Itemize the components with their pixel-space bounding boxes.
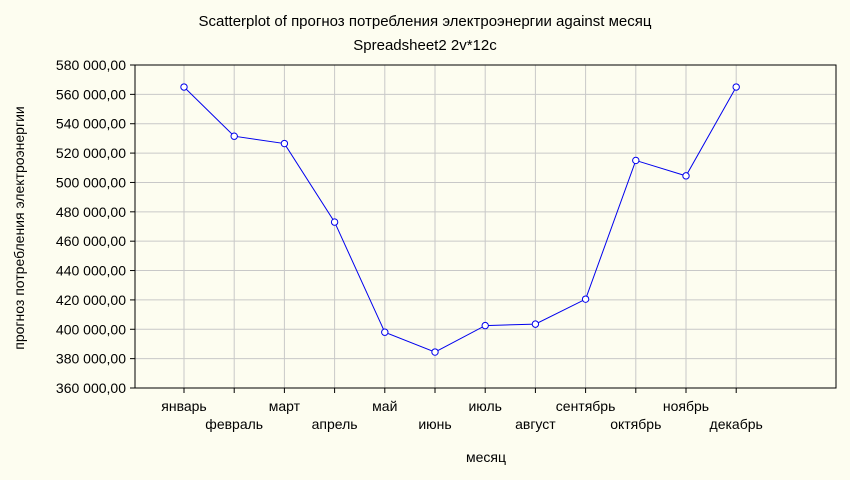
x-tick-label: август <box>515 416 556 432</box>
x-tick-label: декабрь <box>710 416 763 432</box>
data-point <box>431 348 439 356</box>
x-tick-label: январь <box>161 398 206 414</box>
x-tick-label: июль <box>468 398 501 414</box>
chart-subtitle: Spreadsheet2 2v*12c <box>353 37 497 54</box>
x-tick-label: февраль <box>205 416 263 432</box>
y-tick-label: 580 000,00 <box>56 57 126 73</box>
y-tick-label: 560 000,00 <box>56 86 126 102</box>
data-point <box>381 328 389 336</box>
data-point <box>230 132 238 140</box>
series-line <box>183 86 737 353</box>
x-axis-label: месяц <box>466 449 506 465</box>
data-point <box>280 139 289 148</box>
x-tick-label: ноябрь <box>663 398 709 414</box>
y-tick-label: 400 000,00 <box>56 321 126 337</box>
x-tick-label: сентябрь <box>556 398 616 414</box>
data-point <box>682 172 690 180</box>
x-tick-label: июнь <box>418 416 451 432</box>
data-point <box>330 218 339 226</box>
y-tick-label: 480 000,00 <box>56 204 126 220</box>
x-tick-label: март <box>269 398 301 414</box>
x-axis: январь февраль март апрель май июнь июль август… <box>161 388 763 432</box>
x-tick-label: октябрь <box>610 416 661 432</box>
y-tick-label: 420 000,00 <box>56 292 126 308</box>
y-axis-label: прогноз потребления электроэнергии <box>11 106 27 349</box>
x-tick-label: апрель <box>312 416 358 432</box>
chart-title: Scatterplot of прогноз потребления элект… <box>199 13 652 30</box>
y-tick-label: 360 000,00 <box>56 380 126 396</box>
data-point <box>632 156 640 165</box>
data-point <box>531 320 540 328</box>
y-tick-label: 440 000,00 <box>56 263 126 279</box>
grid <box>135 64 836 389</box>
data-point <box>581 295 590 303</box>
x-tick-label: май <box>372 398 397 414</box>
y-tick-label: 500 000,00 <box>56 174 126 190</box>
y-tick-label: 520 000,00 <box>56 145 126 161</box>
y-tick-label: 380 000,00 <box>56 351 126 367</box>
series <box>180 83 740 356</box>
data-point <box>180 83 188 91</box>
data-point <box>732 83 740 91</box>
y-axis: 360 000,00 380 000,00 400 000,00 420 000,00… <box>56 57 135 396</box>
y-tick-label: 540 000,00 <box>56 116 126 132</box>
y-tick-label: 460 000,00 <box>56 233 126 249</box>
data-point <box>481 321 489 330</box>
